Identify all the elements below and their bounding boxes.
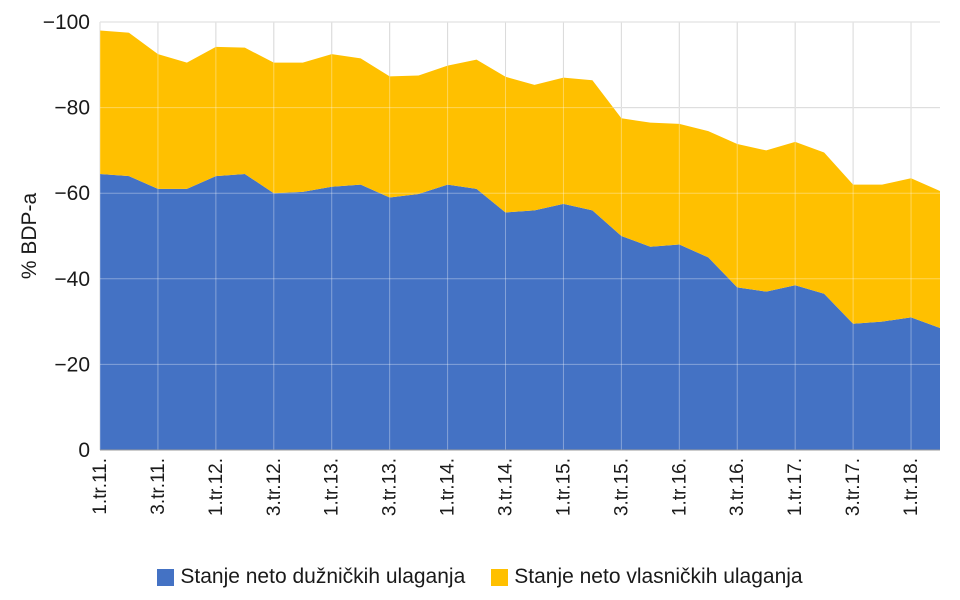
- x-tick-label: 3.tr.13.: [380, 458, 401, 516]
- legend-label-debt: Stanje neto dužničkih ulaganja: [180, 565, 466, 588]
- area-equity-series: [100, 30, 940, 329]
- legend-item-debt: Stanje neto dužničkih ulaganja: [157, 565, 465, 589]
- x-tick-label: 3.tr.17.: [843, 458, 864, 516]
- x-axis-ticks: 1.tr.11. 3.tr.11. 1.tr.12. 3.tr.12. 1.tr.13.…: [90, 458, 922, 516]
- legend: Stanje neto dužničkih ulaganja Stanje ne…: [0, 560, 960, 594]
- x-tick-label: 1.tr.11.: [90, 458, 111, 515]
- y-tick-label: −100: [43, 11, 90, 34]
- x-tick-label: 3.tr.16.: [727, 458, 748, 516]
- area-series: [100, 30, 940, 450]
- grid-lines-overlay: [99, 21, 940, 451]
- y-tick-label: −20: [54, 353, 90, 376]
- legend-swatch-equity: [491, 568, 509, 586]
- area-debt-series: [100, 173, 940, 450]
- x-tick-label: 3.tr.11.: [148, 458, 169, 515]
- x-tick-label: 1.tr.15.: [553, 458, 574, 516]
- legend-label-equity: Stanje neto vlasničkih ulaganja: [514, 565, 803, 588]
- x-tick-label: 1.tr.17.: [785, 458, 806, 516]
- x-tick-label: 3.tr.12.: [264, 458, 285, 516]
- y-axis-label: % BDP-a: [18, 193, 41, 280]
- y-tick-label: −80: [54, 97, 90, 120]
- x-tick-label: 1.tr.16.: [669, 458, 690, 516]
- y-tick-label: 0: [78, 439, 90, 462]
- x-tick-label: 1.tr.12.: [206, 458, 227, 516]
- x-tick-label: 1.tr.14.: [438, 458, 459, 516]
- y-tick-label: −40: [54, 268, 90, 291]
- y-tick-label: −60: [54, 182, 90, 205]
- legend-item-equity: Stanje neto vlasničkih ulaganja: [491, 565, 803, 589]
- x-tick-label: 3.tr.14.: [496, 458, 517, 516]
- y-axis-ticks: 0 −20 −40 −60 −80 −100: [43, 11, 90, 462]
- x-tick-label: 1.tr.18.: [901, 458, 922, 516]
- legend-swatch-debt: [157, 568, 175, 586]
- x-tick-label: 3.tr.15.: [611, 458, 632, 516]
- x-tick-label: 1.tr.13.: [322, 458, 343, 516]
